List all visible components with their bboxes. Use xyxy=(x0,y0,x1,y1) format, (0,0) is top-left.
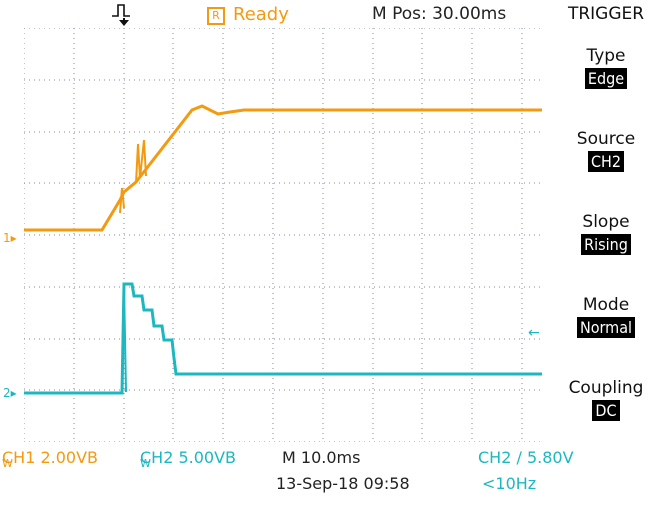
m-pos-readout: M Pos: 30.00ms xyxy=(372,4,507,24)
menu-item-slope[interactable]: Slope Rising xyxy=(545,212,667,255)
ch2-ring xyxy=(123,283,127,393)
acquisition-status: R Ready xyxy=(207,4,289,25)
trigger-menu: TRIGGER Type Edge Source CH2 Slope Risin… xyxy=(545,0,667,442)
status-bar: R Ready M Pos: 30.00ms xyxy=(0,0,545,28)
ch1-glitch xyxy=(119,187,125,214)
menu-item-value: Normal xyxy=(576,317,636,338)
ch2-bw-indicator: W xyxy=(140,457,151,471)
ch1-glitch-2 xyxy=(135,139,147,184)
menu-item-source[interactable]: Source CH2 xyxy=(545,129,667,172)
frequency-readout: <10Hz xyxy=(482,474,537,493)
trigger-position-icon xyxy=(112,4,130,26)
status-text: Ready xyxy=(233,4,289,25)
menu-title: TRIGGER xyxy=(567,4,645,24)
ch1-marker-label: 1 xyxy=(3,231,11,245)
menu-item-label: Type xyxy=(586,46,626,66)
readout-bar: CH1 2.00VB W CH2 5.00VB W M 10.0ms CH2 ∕ 5… xyxy=(0,442,667,505)
ch2-waveform xyxy=(24,282,542,395)
trigger-readout: CH2 ∕ 5.80V xyxy=(478,448,574,467)
menu-item-value: CH2 xyxy=(587,151,625,172)
status-badge: R xyxy=(207,7,225,25)
ch1-scale-readout: CH1 2.00VB W xyxy=(2,448,98,471)
menu-item-value: Edge xyxy=(584,68,628,89)
waveform-display xyxy=(24,28,542,442)
menu-item-value: Rising xyxy=(581,234,631,255)
ch2-ground-marker: 2▸ xyxy=(3,386,17,400)
ch2-marker-label: 2 xyxy=(3,386,11,400)
menu-item-label: Source xyxy=(576,129,636,149)
datetime-readout: 13-Sep-18 09:58 xyxy=(276,474,410,493)
ch1-scale-text: CH1 2.00VB xyxy=(2,448,99,467)
ch2-scale-text: CH2 5.00VB xyxy=(140,448,237,467)
timebase-readout: M 10.0ms xyxy=(282,448,361,467)
ch1-waveform xyxy=(24,104,542,232)
ch2-scale-readout: CH2 5.00VB W xyxy=(140,448,236,471)
menu-item-coupling[interactable]: Coupling DC xyxy=(545,378,667,421)
menu-item-type[interactable]: Type Edge xyxy=(545,46,667,89)
menu-item-mode[interactable]: Mode Normal xyxy=(545,295,667,338)
ch1-ground-marker: 1▸ xyxy=(3,231,17,245)
menu-item-label: Coupling xyxy=(568,378,644,398)
menu-item-value: DC xyxy=(592,400,620,421)
menu-item-label: Mode xyxy=(582,295,630,315)
ch1-bw-indicator: W xyxy=(2,457,13,471)
graticule xyxy=(24,28,542,442)
menu-item-label: Slope xyxy=(582,212,630,232)
trigger-level-marker: ← xyxy=(528,325,540,341)
